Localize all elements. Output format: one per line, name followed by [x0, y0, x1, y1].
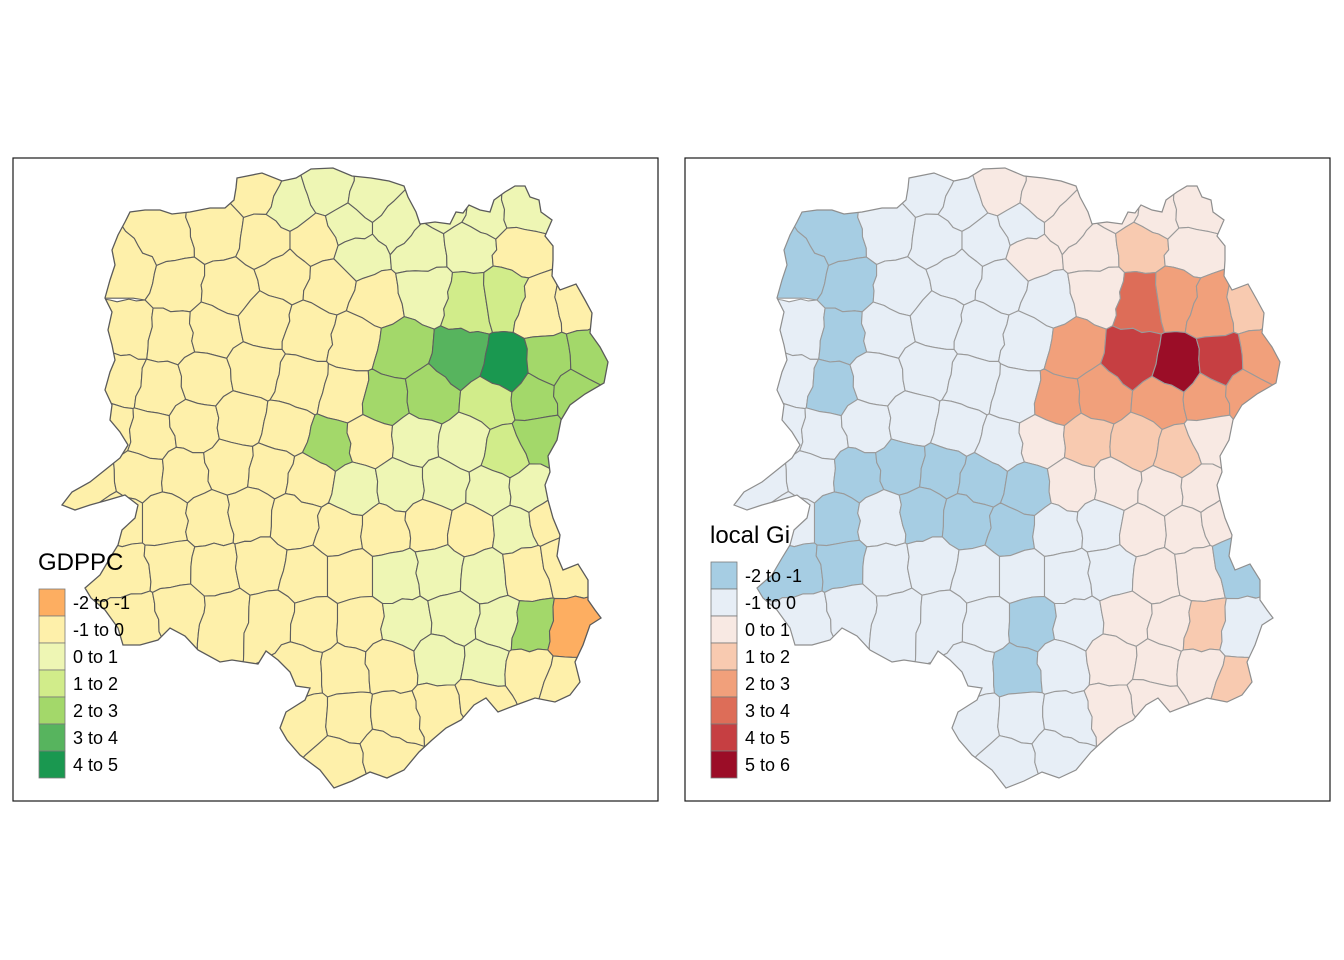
county-region [326, 548, 374, 605]
county-region [320, 641, 371, 698]
legend-swatch [38, 588, 66, 617]
county-region [840, 398, 892, 454]
legend-swatch [38, 750, 66, 779]
county-region [226, 486, 276, 545]
county-region [813, 491, 861, 547]
legend-label: 4 to 5 [745, 728, 790, 748]
legend-label: 1 to 2 [73, 674, 118, 694]
county-region [1043, 547, 1093, 605]
county-region [992, 641, 1043, 698]
legend-label: 2 to 3 [73, 701, 118, 721]
legend-swatch [710, 750, 738, 779]
county-region [1076, 498, 1125, 553]
legend-swatch [38, 696, 66, 725]
legend-swatch [710, 588, 738, 617]
local-gi-map-panel: local Gi -2 to -1 -1 to 0 0 to 1 1 to 2 2 to… [684, 157, 1331, 802]
legend-label: 3 to 4 [73, 728, 118, 748]
legend-label: 0 to 1 [745, 620, 790, 640]
county-region [360, 502, 412, 557]
legend-label: -1 to 0 [745, 593, 796, 613]
county-region [857, 488, 907, 548]
legend-label: 4 to 5 [73, 755, 118, 775]
legend-title: GDPPC [38, 549, 123, 576]
county-region [185, 488, 235, 548]
legend-swatch [38, 642, 66, 671]
county-region [862, 542, 913, 597]
legend-swatch [710, 615, 738, 644]
county-region [141, 491, 189, 547]
legend-swatch [710, 642, 738, 671]
legend-label: 0 to 1 [73, 647, 118, 667]
county-region [898, 486, 948, 545]
legend-swatch [38, 723, 66, 752]
county-region [168, 398, 220, 454]
legend-swatch [710, 696, 738, 725]
legend-title: local Gi [710, 522, 790, 549]
legend-label: -2 to -1 [745, 566, 802, 586]
legend-swatch [38, 669, 66, 698]
legend-swatch [38, 615, 66, 644]
legend-label: 5 to 6 [745, 755, 790, 775]
local-gi-legend: local Gi -2 to -1 -1 to 0 0 to 1 1 to 2 2 to… [710, 522, 802, 779]
legend-label: -1 to 0 [73, 620, 124, 640]
gdppc-legend: GDPPC -2 to -1 -1 to 0 0 to 1 1 to 2 2 to 3 3… [38, 549, 130, 779]
gdppc-map-panel: GDPPC -2 to -1 -1 to 0 0 to 1 1 to 2 2 to 3 3… [12, 157, 659, 802]
legend-swatch [710, 669, 738, 698]
county-region [404, 498, 453, 553]
county-region [371, 547, 421, 605]
legend-label: -2 to -1 [73, 593, 130, 613]
legend-swatch [710, 561, 738, 590]
county-region [190, 542, 241, 597]
county-region [998, 548, 1046, 605]
county-region [1032, 502, 1084, 557]
legend-label: 2 to 3 [745, 674, 790, 694]
legend-swatch [710, 723, 738, 752]
legend-label: 3 to 4 [745, 701, 790, 721]
legend-label: 1 to 2 [745, 647, 790, 667]
